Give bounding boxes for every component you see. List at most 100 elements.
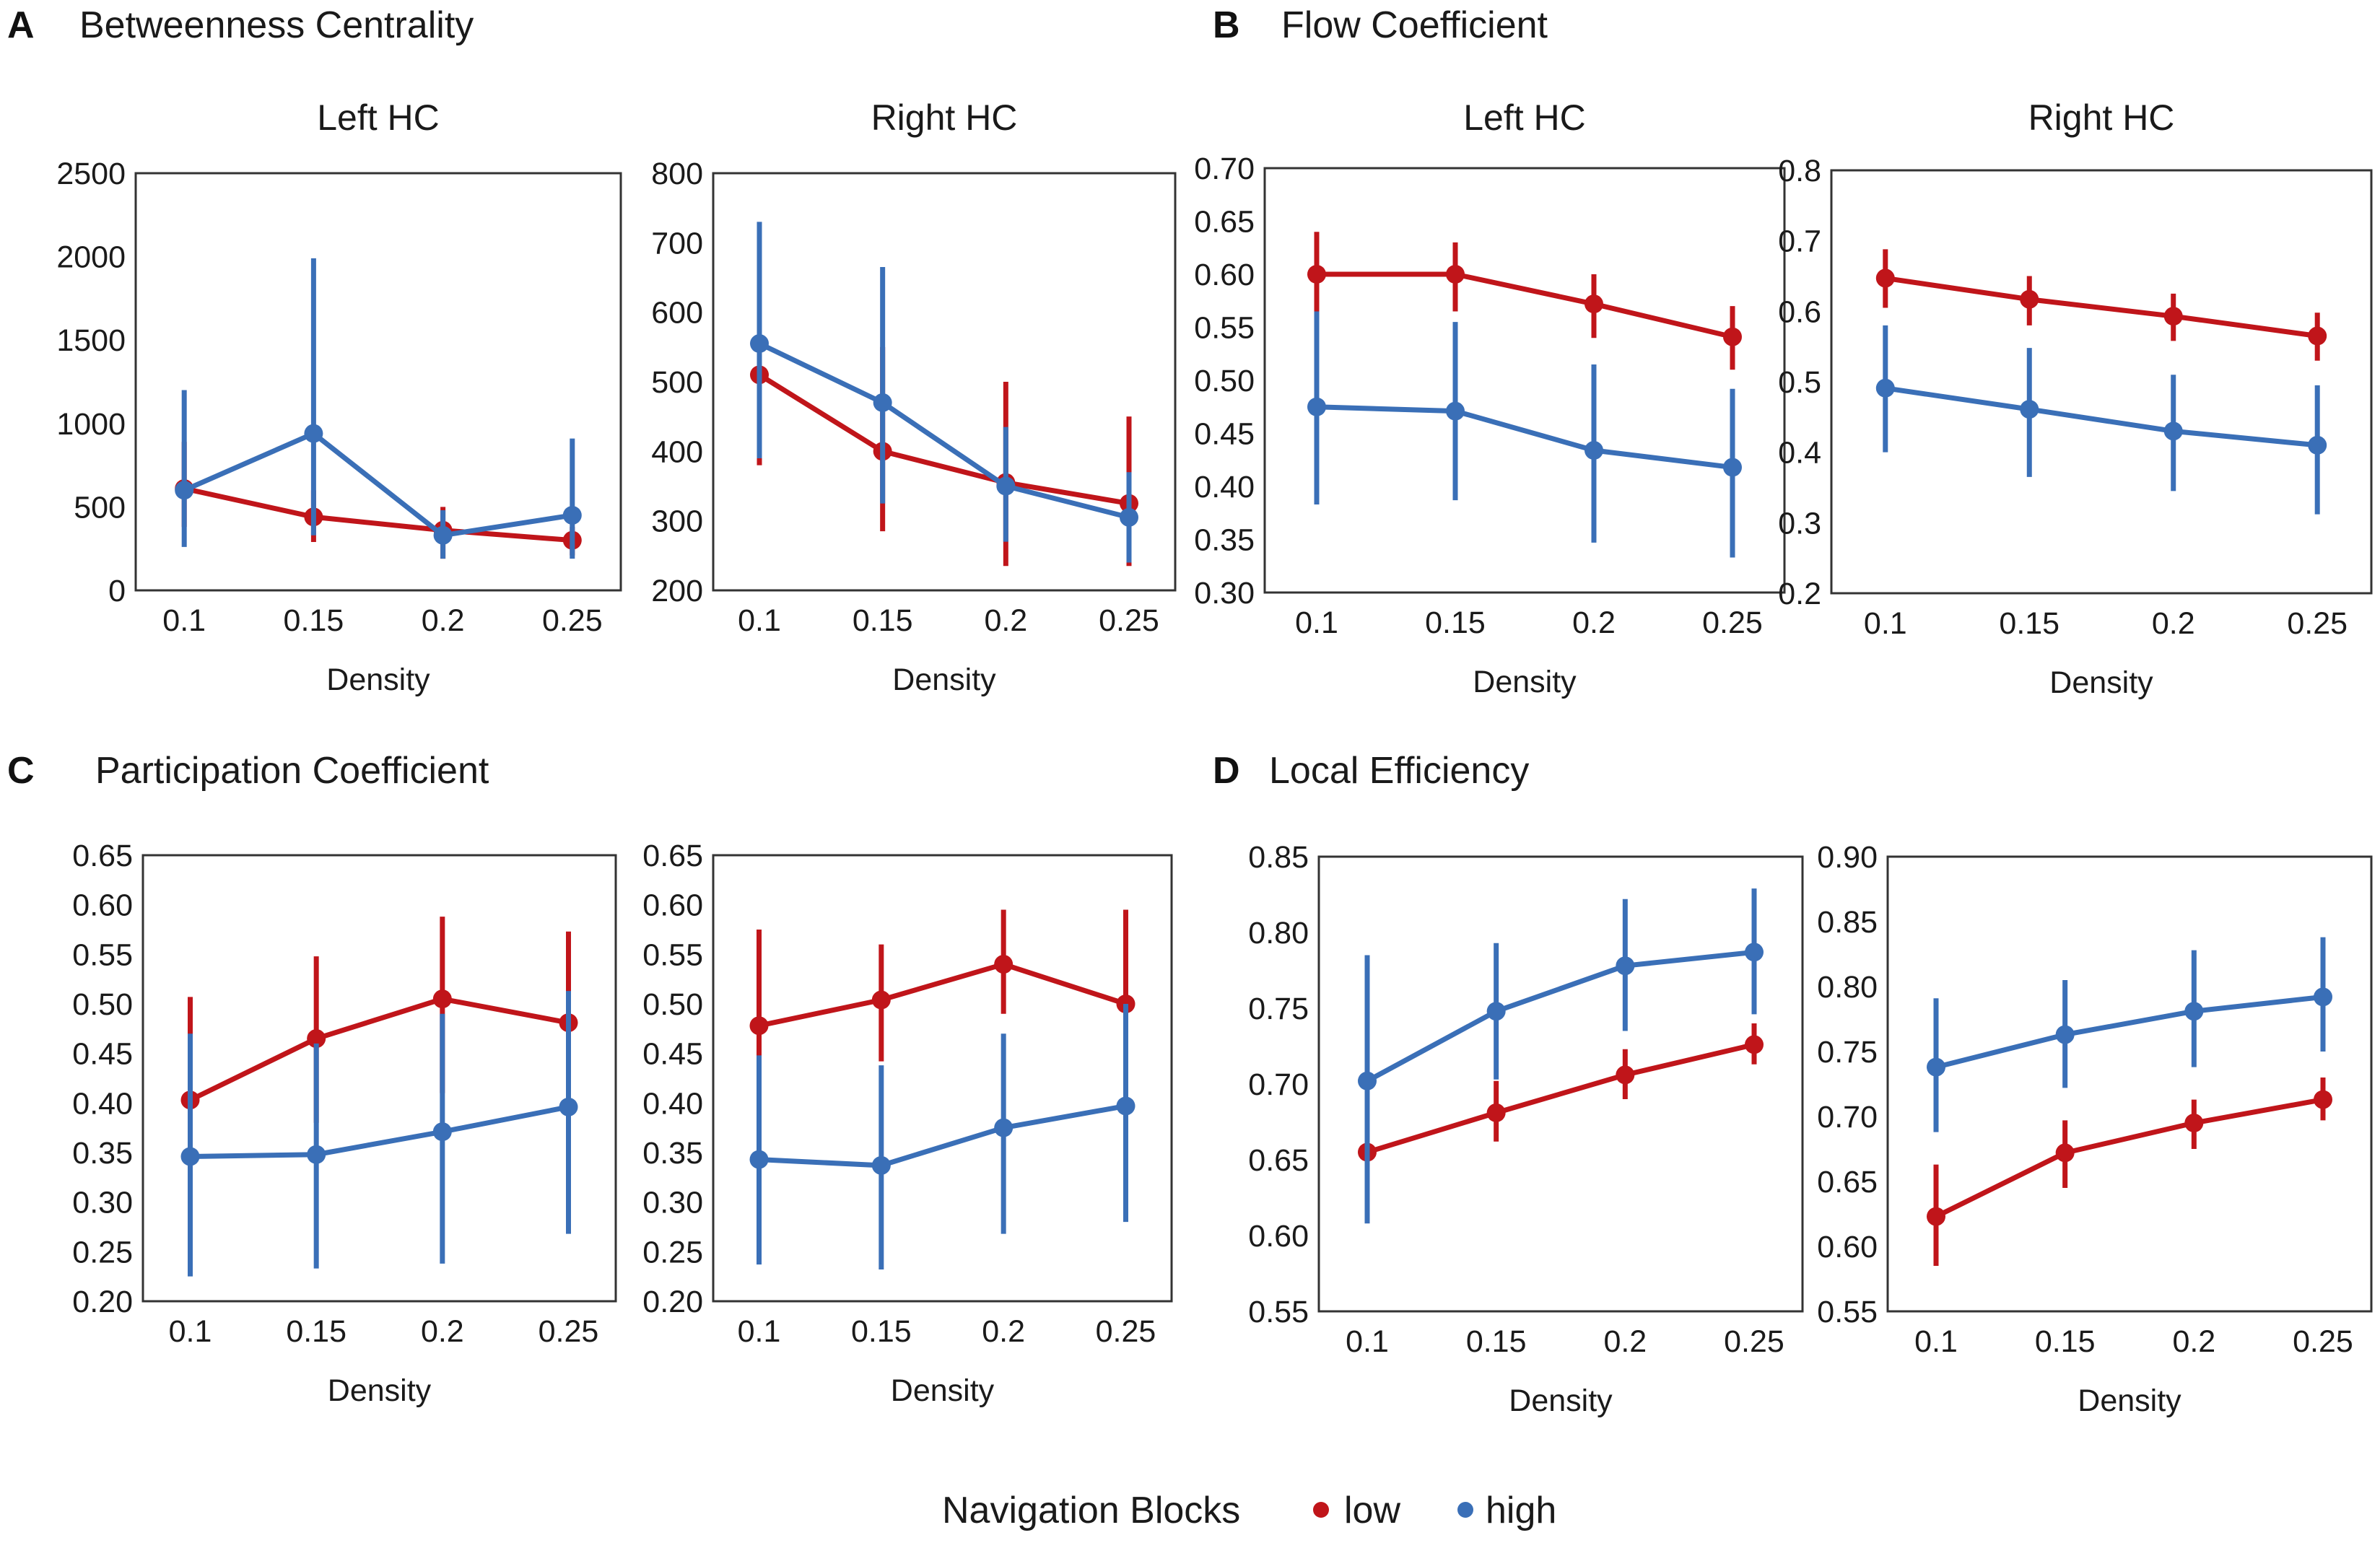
data-point-low xyxy=(2020,289,2039,309)
panel-b-title: Flow Coefficient xyxy=(1281,4,1548,46)
data-point-high xyxy=(2055,1025,2075,1044)
y-tick-label: 0.2 xyxy=(1778,577,1821,611)
x-tick-label: 0.2 xyxy=(421,1314,464,1349)
x-tick-label: 0.2 xyxy=(1572,606,1616,640)
series-high xyxy=(1307,311,1742,558)
y-tick-label: 0.40 xyxy=(642,1086,703,1121)
x-tick-label: 0.25 xyxy=(2293,1324,2353,1359)
y-tick-label: 0.35 xyxy=(642,1136,703,1171)
data-point-low xyxy=(2055,1143,2075,1163)
y-tick-label: 0.70 xyxy=(1194,152,1255,186)
chart-efficiency-right: 0.55 0.60 0.65 0.70 0.75 0.80 0.85 0.90 0.1 0.15 0… xyxy=(1817,840,2373,1418)
panel-b-letter: B xyxy=(1213,4,1240,46)
x-tick-label: 0.25 xyxy=(1096,1314,1156,1349)
x-tick-label: 0.15 xyxy=(1425,606,1486,640)
data-point-high xyxy=(432,1122,452,1142)
y-tick-label: 600 xyxy=(651,296,703,331)
series-line-high xyxy=(1885,385,2318,448)
plot-frame xyxy=(1886,855,2373,1313)
y-tick-label: 0.85 xyxy=(1248,840,1309,875)
x-tick-label: 0.15 xyxy=(1999,606,2059,641)
y-tick-label: 0.65 xyxy=(1248,1143,1309,1178)
y-tick-label: 500 xyxy=(74,490,126,525)
data-point-high xyxy=(1723,458,1742,477)
x-axis-label: Density xyxy=(2078,1384,2181,1418)
chart-flow-left: Left HC 0.30 0.35 0.40 0.45 0.50 0.55 0.60 0.65 0… xyxy=(1194,97,1786,699)
series-high xyxy=(749,1004,1135,1270)
data-point-low xyxy=(1446,265,1465,284)
y-tick-label: 800 xyxy=(651,157,703,191)
y-tick-label: 0.35 xyxy=(72,1136,133,1171)
x-tick-label: 0.15 xyxy=(2035,1324,2096,1359)
data-point-high xyxy=(1585,441,1603,460)
y-tick-label: 700 xyxy=(651,226,703,261)
data-point-high xyxy=(749,1150,769,1169)
series-low xyxy=(749,909,1135,1131)
chart-subtitle: Right HC xyxy=(871,97,1018,138)
x-tick-label: 0.1 xyxy=(738,1314,781,1349)
data-point-low xyxy=(1486,1103,1506,1122)
y-tick-label: 0.5 xyxy=(1778,365,1821,400)
chart-subtitle: Right HC xyxy=(2028,97,2175,138)
data-point-high xyxy=(1927,1057,1945,1077)
legend-high-marker xyxy=(1457,1502,1473,1518)
data-point-high xyxy=(433,525,453,545)
data-point-low xyxy=(871,990,891,1010)
data-point-high xyxy=(1358,1071,1377,1090)
data-point-high xyxy=(1307,397,1326,416)
series-line-low xyxy=(758,961,1127,1028)
y-tick-label: 0.25 xyxy=(72,1235,133,1269)
chart-betweenness-left: Left HC 0 500 1000 1500 2000 2500 0.1 0.15 0.2 0.2… xyxy=(56,97,622,697)
series-low xyxy=(1927,1078,2332,1266)
y-tick-label: 0.90 xyxy=(1817,840,1878,875)
chart-betweenness-right: Right HC 200 300 400 500 600 700 800 0.1 0.15 0.2 0… xyxy=(651,97,1177,697)
data-point-high xyxy=(871,1155,891,1175)
chart-efficiency-left: 0.55 0.60 0.65 0.70 0.75 0.80 0.85 0.1 0.15 0.2 0.… xyxy=(1248,840,1804,1418)
y-tick-label: 0.70 xyxy=(1248,1067,1309,1102)
y-tick-label: 0.60 xyxy=(1817,1230,1878,1264)
data-point-low xyxy=(307,1029,326,1049)
series-line-low xyxy=(183,486,573,543)
x-axis-label: Density xyxy=(326,663,430,697)
y-tick-label: 0.80 xyxy=(1817,970,1878,1005)
series-low xyxy=(1358,1023,1764,1198)
series-low xyxy=(750,284,1138,567)
data-point-high xyxy=(2163,421,2183,441)
series-high xyxy=(1875,325,2327,515)
data-point-high xyxy=(1875,378,1895,398)
plot-frame xyxy=(141,854,617,1303)
series-high xyxy=(175,258,582,559)
panel-c-letter: C xyxy=(7,750,35,792)
x-tick-label: 0.25 xyxy=(539,1314,599,1349)
data-point-low xyxy=(1927,1207,1945,1226)
x-axis-label: Density xyxy=(2049,665,2153,700)
data-point-low xyxy=(1875,268,1895,288)
series-line-high xyxy=(758,341,1130,520)
x-tick-label: 0.2 xyxy=(422,603,465,638)
legend-high-label: high xyxy=(1486,1490,1556,1531)
x-axis-label: Density xyxy=(891,1373,995,1408)
x-tick-label: 0.1 xyxy=(1914,1324,1958,1359)
data-point-high xyxy=(1446,401,1465,421)
panel-d-letter: D xyxy=(1213,750,1240,792)
x-tick-label: 0.2 xyxy=(2152,606,2195,641)
x-tick-label: 0.1 xyxy=(738,603,781,638)
series-line-low xyxy=(758,372,1130,507)
x-tick-label: 0.25 xyxy=(1724,1324,1784,1359)
x-tick-label: 0.2 xyxy=(2172,1324,2215,1359)
series-line-low xyxy=(1935,1097,2324,1219)
y-tick-label: 0.55 xyxy=(1817,1295,1878,1329)
legend-low-label: low xyxy=(1344,1490,1400,1531)
data-point-high xyxy=(2314,987,2332,1007)
series-low xyxy=(1307,232,1742,370)
series-line-high xyxy=(1935,994,2324,1070)
y-tick-label: 0.20 xyxy=(72,1285,133,1319)
data-point-high xyxy=(2308,435,2327,455)
plot-frame xyxy=(1317,855,1804,1313)
x-tick-label: 0.15 xyxy=(1466,1324,1527,1359)
series-line-high xyxy=(759,1103,1127,1168)
plot-frame xyxy=(134,172,622,592)
series-line-low xyxy=(1317,271,1733,340)
data-point-low xyxy=(1616,1065,1635,1085)
x-tick-label: 0.2 xyxy=(982,1314,1025,1349)
